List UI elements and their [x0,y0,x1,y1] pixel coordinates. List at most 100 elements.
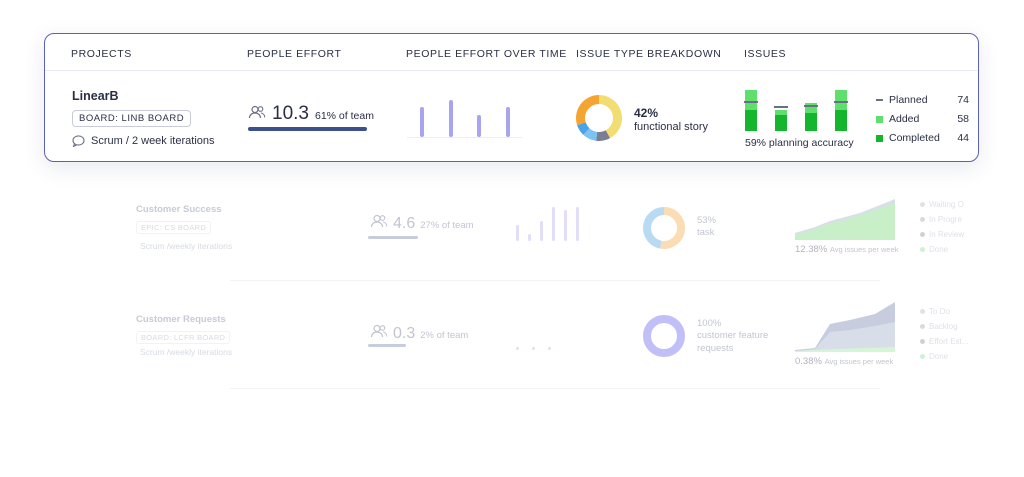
legend-item: In Progre [920,215,962,224]
row-divider [230,388,880,389]
issues-bar-added-4 [835,90,847,110]
avg-text: Avg issues per week [829,245,899,254]
legend-value: 44 [957,132,969,144]
legend-label: In Progre [929,215,962,224]
issue-type-donut [643,207,685,249]
effort-value: 10.3 [272,103,309,124]
legend-label: Done [929,352,949,361]
iteration-text: Scrum /weekly iterations [140,347,233,357]
legend-swatch [876,99,883,101]
issues-bar-added-3 [805,103,817,113]
effort-percent: 61% of team [314,110,374,122]
breakdown-label: 42% functional story [634,106,708,135]
header-effort-over-time[interactable]: PEOPLE EFFORT OVER TIME [406,48,567,60]
effort-bar [368,344,406,347]
board-pill: BOARD: LCFR BOARD [136,331,231,344]
legend-dot [920,324,925,329]
legend-label: Added [889,113,920,125]
legend-value: 58 [957,113,969,125]
donut-slice-5 [576,95,600,126]
people-effort: 10.3 61% of team [248,103,374,125]
effort-percent: 27% of team [420,220,474,231]
avg-issues: 0.38% Avg issues per week [795,356,893,367]
donut-slice-2 [596,130,611,141]
legend-completed: Completed 44 [876,132,969,144]
issues-bar-planned-3 [804,105,818,107]
legend-item: To Do [920,307,950,316]
legend-label: Waiting O [929,200,964,209]
chat-bubble-icon [72,135,85,147]
header-issue-type[interactable]: ISSUE TYPE BREAKDOWN [576,48,722,60]
project-name[interactable]: Customer Success [136,204,222,215]
issues-bar-planned-2 [774,106,788,108]
header-projects[interactable]: PROJECTS [71,48,132,60]
iteration-info: Scrum / 2 week iterations [72,135,215,147]
effort-bar-2 [448,100,453,137]
donut-slice-4 [577,122,590,135]
legend-dot [920,247,925,252]
breakdown-label: 100% customer feature requests [697,318,768,355]
header-people-effort[interactable]: PEOPLE EFFORT [247,48,342,60]
effort-bar-2 [528,234,531,241]
legend-label: Backlog [929,322,958,331]
issues-bar-added-2 [775,110,787,115]
effort-bar-2 [532,347,535,350]
project-card-linearb[interactable]: PROJECTS PEOPLE EFFORT PEOPLE EFFORT OVE… [44,33,979,162]
legend-item: Backlog [920,322,957,331]
effort-value: 0.3 [393,325,416,342]
avg-value: 12.38% [795,244,828,255]
legend-item: Done [920,245,948,254]
donut-slice-1 [598,95,622,139]
donut-slice-1 [643,315,685,357]
board-pill: BOARD: LINB BOARD [72,110,192,127]
effort-bar-4 [552,207,555,241]
donut-slice-3 [583,127,598,141]
board-pill: EPIC: CS BOARD [136,221,212,234]
issues-area-chart [795,302,895,352]
avg-text: Avg issues per week [824,357,894,366]
project-name[interactable]: Customer Requests [136,314,226,325]
legend-item: In Review [920,230,964,239]
issues-area-chart [795,199,895,240]
issues-bar-planned-4 [834,101,848,103]
people-icon [370,324,388,338]
project-row-customer-success[interactable]: Customer Success EPIC: CS BOARD Scrum /w… [0,190,1024,280]
legend-swatch [876,115,883,123]
breakdown-percent: 53% [697,215,717,226]
effort-bar [368,236,418,239]
planning-accuracy: 59% planning accuracy [745,137,854,149]
project-name[interactable]: LinearB [72,89,119,103]
breakdown-type: customer feature [697,330,769,342]
issues-bar-added-1 [745,90,757,110]
legend-item: Effort Est... [920,337,968,346]
legend-label: In Review [929,230,965,239]
effort-bar-3 [540,221,543,241]
people-icon [248,105,266,119]
issues-bar-completed-1 [745,110,757,131]
breakdown-label: 53% task [697,215,716,240]
effort-bar-4 [505,107,510,137]
legend-label: Planned [889,94,928,106]
legend-added: Added 58 [876,113,969,125]
legend-dot [920,339,925,344]
legend-dot [920,232,925,237]
avg-value: 0.38% [795,356,822,367]
effort-percent: 2% of team [420,330,469,341]
effort-bar-3 [548,347,551,350]
effort-bar-1 [516,347,519,350]
project-row-customer-requests[interactable]: Customer Requests BOARD: LCFR BOARD Scru… [0,300,1024,390]
legend-planned: Planned 74 [876,94,969,106]
iteration-text: Scrum /weekly iterations [140,241,233,251]
legend-dot [920,309,925,314]
effort-bar-3 [477,115,481,137]
legend-dot [920,217,925,222]
iteration-text: Scrum / 2 week iterations [91,135,215,147]
header-issues[interactable]: ISSUES [744,48,787,60]
people-icon [370,214,388,228]
effort-bar-1 [420,107,424,137]
breakdown-percent: 42% [634,106,659,120]
legend-item: Done [920,352,948,361]
issue-type-donut [576,95,622,141]
people-effort: 4.6 27% of team [370,214,474,233]
breakdown-type: requests [697,342,734,354]
